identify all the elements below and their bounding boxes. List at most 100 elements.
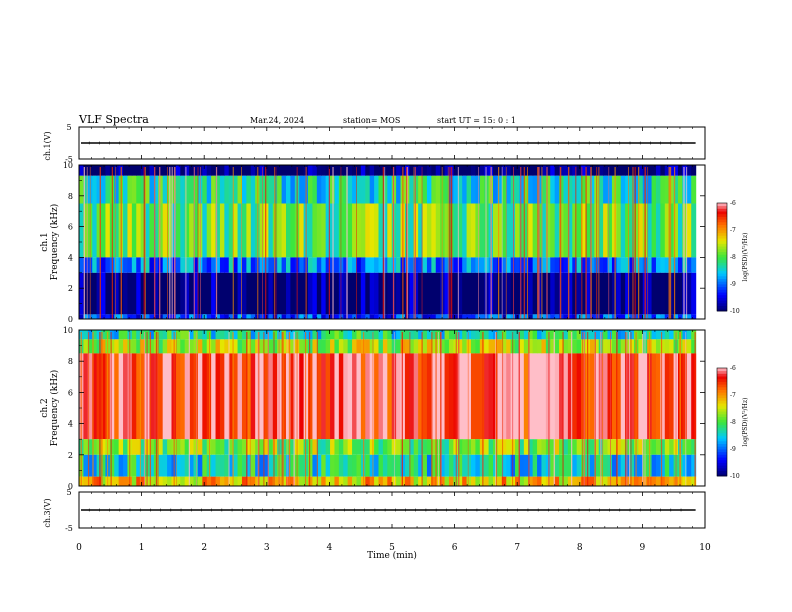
spectrogram-cell (228, 339, 234, 354)
spectrogram-cell (572, 454, 578, 477)
spectrogram-cell (655, 439, 661, 455)
ch3-waveform-panel: 5-5ch.3(V) (43, 488, 706, 533)
spectrogram-cell (563, 272, 569, 315)
spectrogram-cell (572, 439, 578, 455)
colorbar-tick-label: -10 (730, 308, 740, 315)
spectrogram-cell (118, 339, 124, 354)
spectrogram-cell (523, 353, 529, 440)
colorbar-label: log(PSD)(V²/Hz) (742, 233, 749, 282)
spectrogram-cell (281, 439, 287, 455)
spectrogram-cell (550, 165, 556, 176)
spectrogram-cell (528, 439, 534, 455)
spectrogram-cell (224, 439, 230, 455)
spectrogram-cell (501, 257, 507, 273)
spectrogram-cell (510, 257, 516, 273)
spectrogram-cell (356, 476, 362, 486)
spectrogram-cell (651, 330, 657, 340)
x-tick-label: 10 (699, 543, 711, 553)
spectrogram-cell (158, 353, 164, 440)
spectrogram-cell (145, 257, 151, 273)
spectrogram-cell (404, 439, 410, 455)
spectrogram-cell (660, 257, 666, 273)
spectrogram-cell (541, 165, 547, 176)
spectrogram-cell (625, 203, 631, 258)
spectrogram-cell (286, 339, 292, 354)
spectrogram-cell (206, 165, 212, 176)
spectrogram-cell (532, 314, 538, 319)
spectrogram-cell (352, 272, 358, 315)
colorbar-cell (717, 443, 727, 447)
spectrogram-cell (241, 314, 247, 319)
spectrogram-cell (629, 203, 635, 258)
spectrogram-cell (479, 257, 485, 273)
spectrogram-cell (92, 454, 98, 477)
colorbar-cell (717, 435, 727, 439)
spectrogram-cell (475, 330, 481, 340)
spectrogram-cell (281, 257, 287, 273)
spectrogram-cell (431, 476, 437, 486)
spectrogram-cell (391, 314, 397, 319)
spectrogram-cell (268, 272, 274, 315)
spectrogram-cell (686, 203, 692, 258)
spectrogram-cell (281, 339, 287, 354)
spectrogram-cell (572, 314, 578, 319)
spectrogram-cell (528, 203, 534, 258)
spectrogram-cell (92, 175, 98, 204)
spectrogram-cell (338, 454, 344, 477)
spectrogram-cell (387, 353, 393, 440)
spectrogram-cell (312, 175, 318, 204)
spectrogram-cell (387, 257, 393, 273)
spectrogram-cell (149, 314, 155, 319)
spectrogram-cell (453, 165, 459, 176)
spectrogram-cell (92, 203, 98, 258)
spectrogram-cell (343, 439, 349, 455)
spectrogram-cell (638, 257, 644, 273)
colorbar-cell (717, 440, 727, 444)
spectrogram-cell (422, 203, 428, 258)
spectrogram-cell (422, 476, 428, 486)
spectrogram-cell (92, 272, 98, 315)
colorbar-cell (717, 392, 727, 396)
spectrogram-cell (268, 439, 274, 455)
spectrogram-cell (158, 175, 164, 204)
spectrogram-cell (312, 476, 318, 486)
channel-label: ch.1 (40, 232, 50, 251)
spectrogram-cell (537, 339, 543, 354)
spectrogram-cell (422, 339, 428, 354)
spectrogram-cell (677, 175, 683, 204)
spectrogram-cell (422, 257, 428, 273)
spectrogram-cell (431, 165, 437, 176)
spectrogram-cell (391, 165, 397, 176)
spectrogram-cell (660, 203, 666, 258)
spectrogram-cell (497, 454, 503, 477)
spectrogram-cell (497, 476, 503, 486)
spectrogram-cell (466, 476, 472, 486)
spectrogram-cell (484, 353, 490, 440)
spectrogram-cell (479, 272, 485, 315)
spectrogram-cell (96, 314, 102, 319)
spectrogram-cell (550, 203, 556, 258)
spectrogram-cell (149, 476, 155, 486)
spectrogram-cell (607, 353, 613, 440)
spectrogram-cell (497, 257, 503, 273)
spectrogram-cell (101, 175, 107, 204)
spectrogram-cell (682, 476, 688, 486)
spectrogram-cell (215, 353, 221, 440)
spectrogram-cell (114, 165, 120, 176)
spectrogram-cell (528, 330, 534, 340)
spectrogram-cell (589, 339, 595, 354)
spectrogram-cell (541, 272, 547, 315)
colorbar-cell (717, 465, 727, 469)
spectrogram-cell (250, 272, 256, 315)
spectrogram-cell (175, 203, 181, 258)
spectrogram-cell (493, 314, 499, 319)
spectrogram-cell (369, 175, 375, 204)
spectrogram-cell (114, 439, 120, 455)
spectrogram-cell (457, 353, 463, 440)
spectrogram-cell (479, 314, 485, 319)
spectrogram-cell (655, 257, 661, 273)
spectrogram-cell (136, 454, 142, 477)
spectrogram-cell (356, 330, 362, 340)
spectrogram-cell (382, 203, 388, 258)
